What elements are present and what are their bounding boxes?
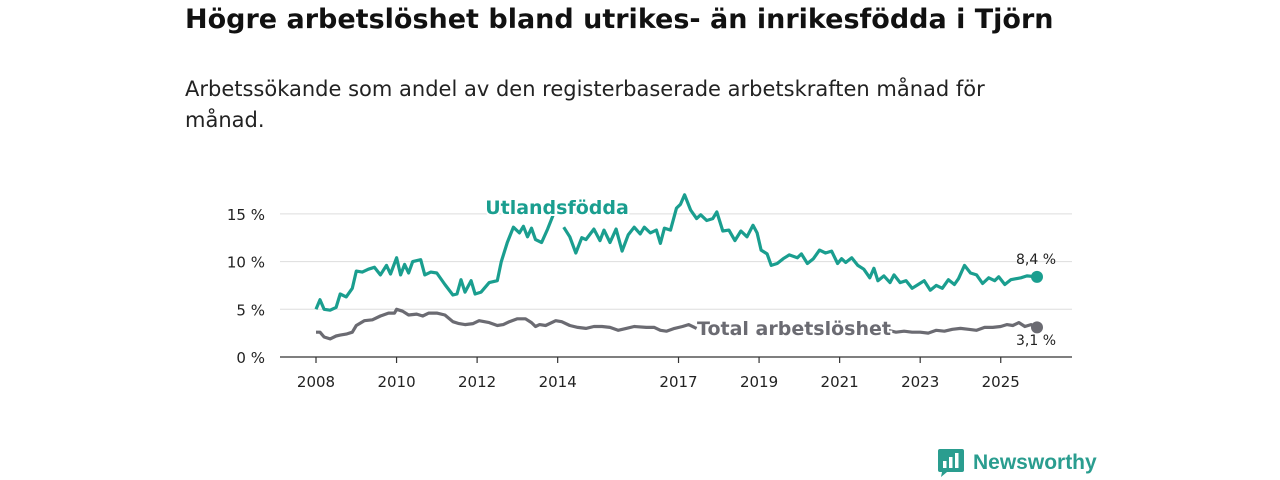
brand-name: Newsworthy [973, 451, 1097, 474]
series-line-total-b [879, 321, 1038, 335]
x-tick-label: 2017 [659, 373, 697, 391]
series-line-foreign [314, 213, 556, 312]
x-tick-label: 2008 [297, 373, 335, 391]
series-label-foreign: Utlandsfödda [485, 197, 629, 219]
chart-subtitle: Arbetssökande som andel av den registerb… [185, 77, 985, 132]
x-tick-label: 2010 [377, 373, 415, 391]
brand-logo: Newsworthy [937, 448, 1097, 478]
x-tick-label: 2014 [539, 373, 577, 391]
y-tick-label: 0 % [236, 349, 265, 367]
chart-title: Högre arbetslöshet bland utrikes- än inr… [185, 4, 1054, 35]
x-tick-label: 2023 [901, 373, 939, 391]
data-label-total-end: 3,1 % [1016, 333, 1056, 349]
series-label-total: Total arbetslöshet [697, 318, 891, 340]
x-tick-label: 2012 [458, 373, 496, 391]
y-tick-label: 15 % [227, 206, 265, 224]
y-tick-label: 5 % [236, 301, 265, 319]
series-line-total-fragment [804, 320, 813, 327]
series-end-marker-total [1031, 321, 1043, 334]
series-end-marker-foreign [1031, 270, 1043, 283]
x-tick-label: 2021 [821, 373, 859, 391]
data-label-foreign-end: 8,4 % [1016, 252, 1056, 268]
y-tick-label: 10 % [227, 254, 265, 272]
series-line-total [316, 307, 698, 341]
bar-chart-icon [938, 449, 964, 477]
x-tick-label: 2025 [982, 373, 1020, 391]
x-tick-label: 2019 [740, 373, 778, 391]
series-line-foreign-b [562, 193, 1038, 292]
